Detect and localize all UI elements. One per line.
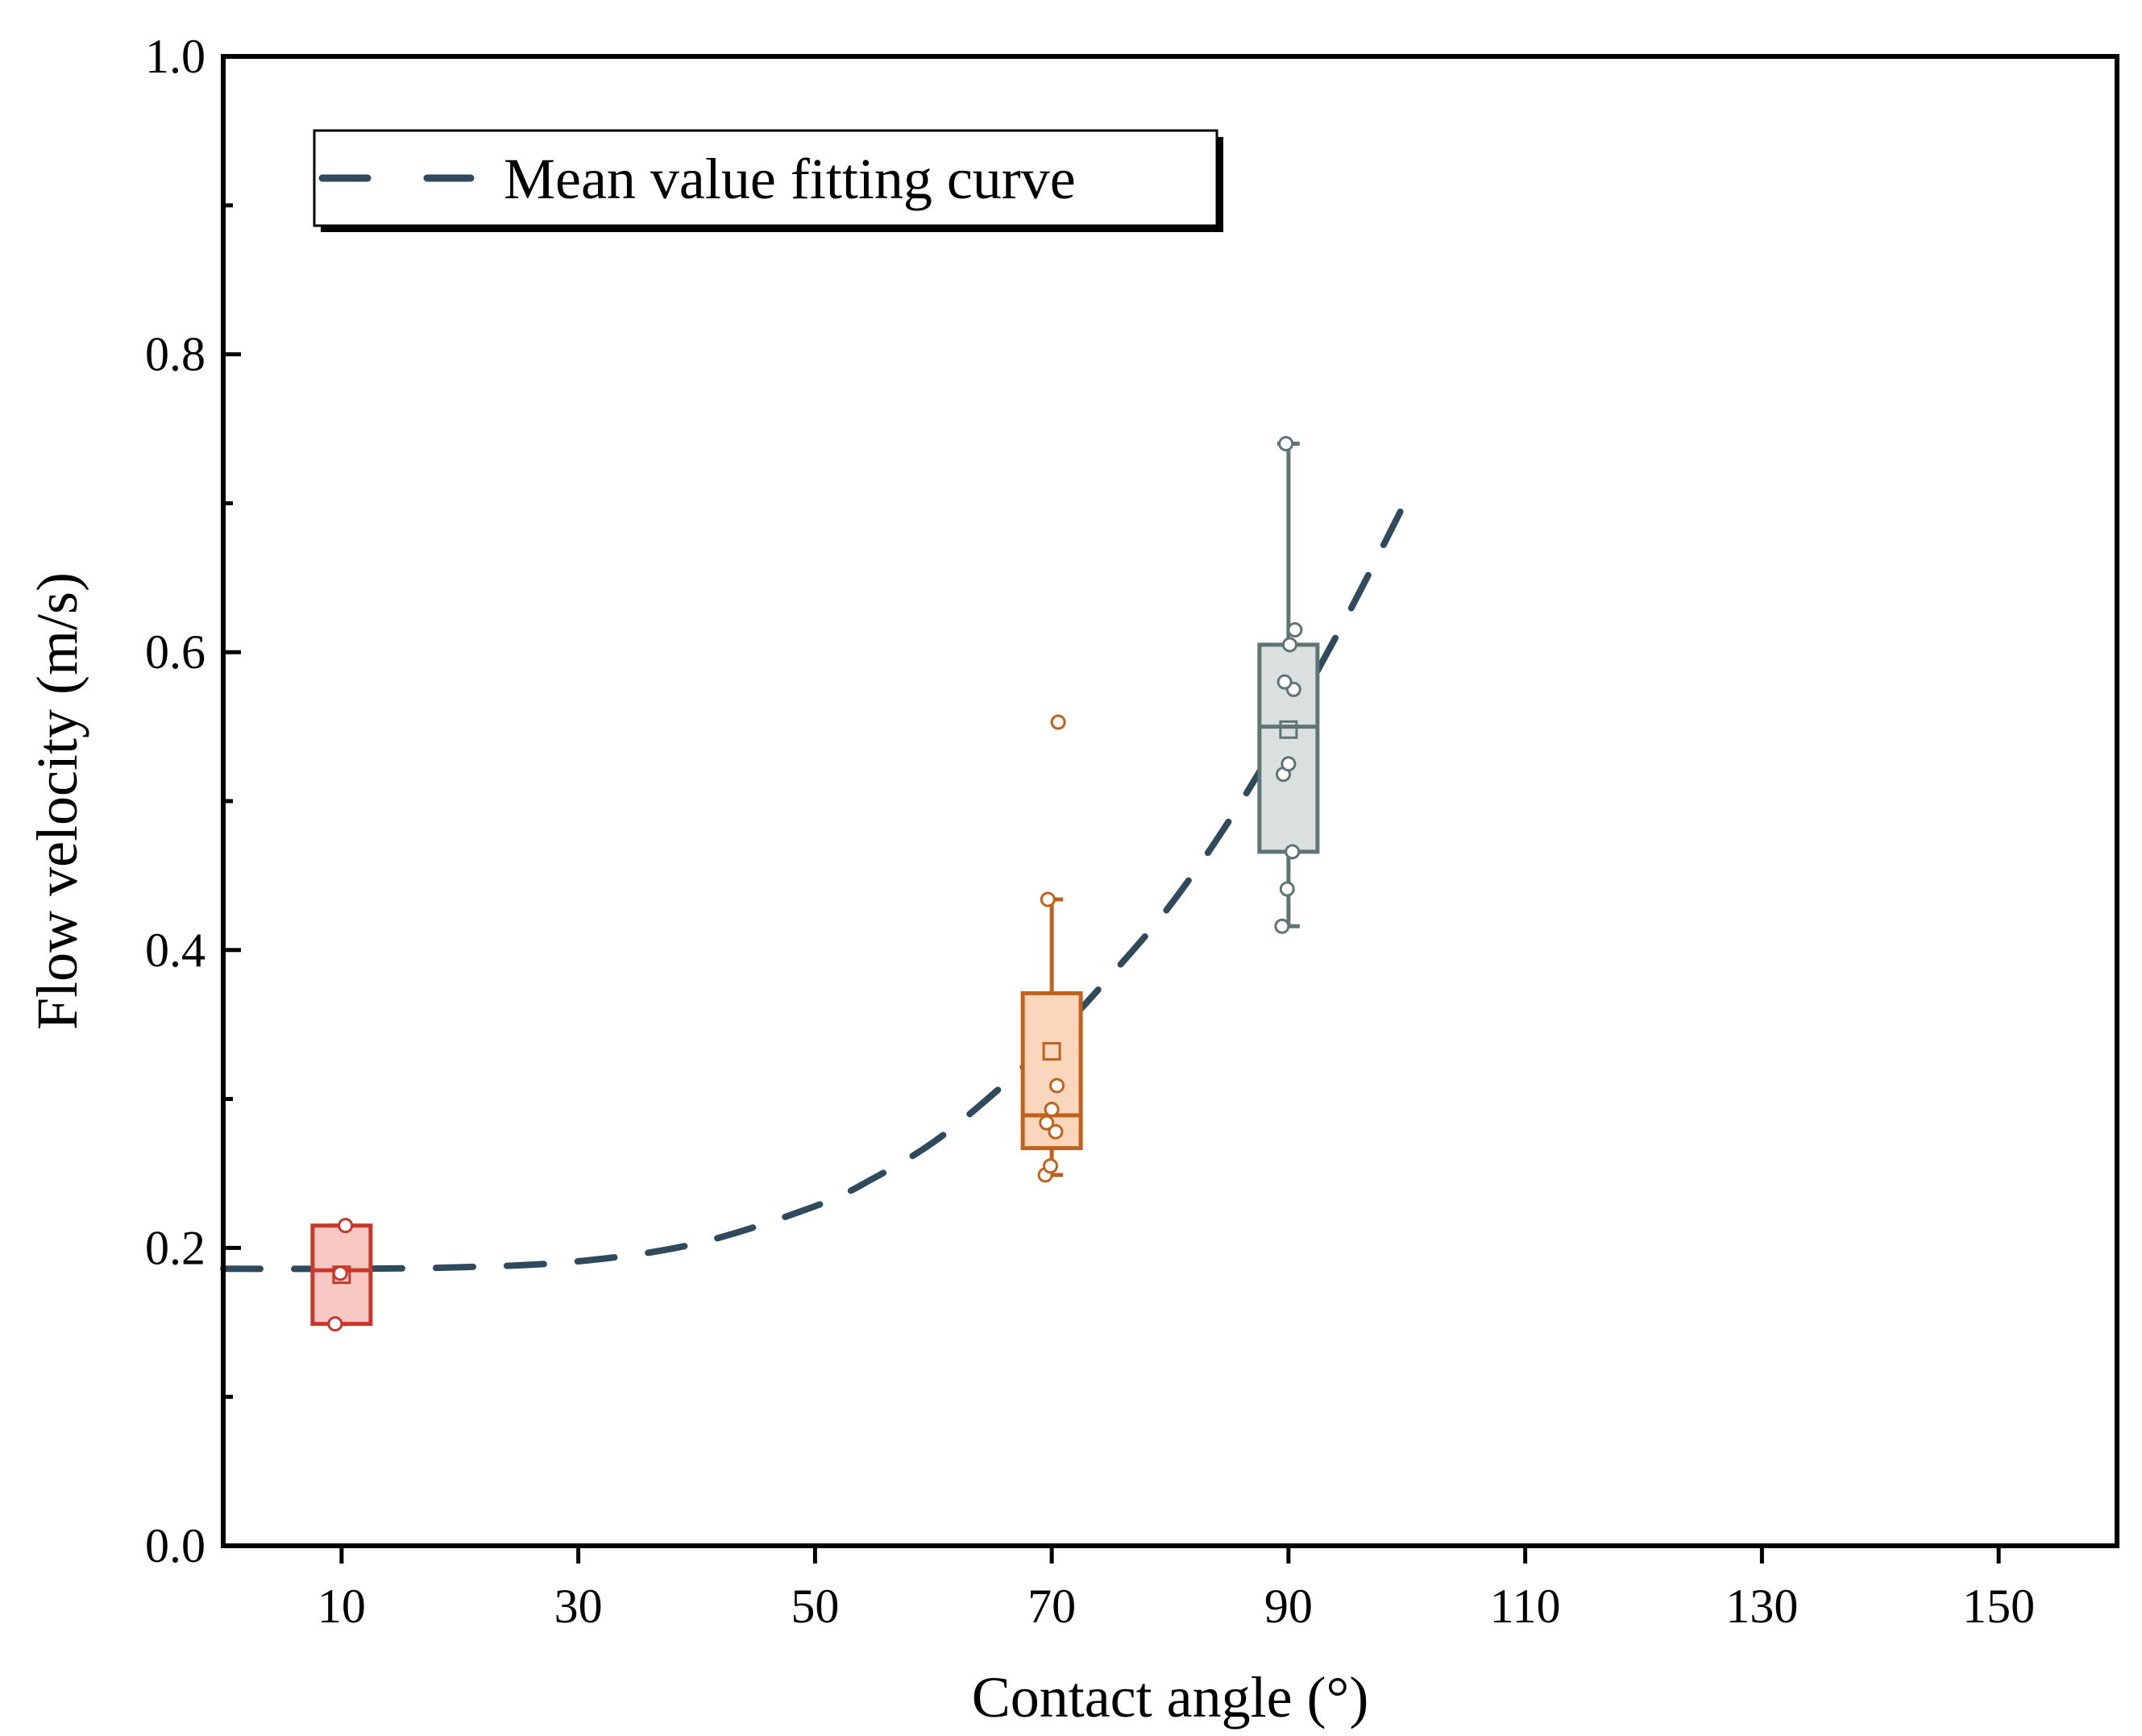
box-group bbox=[310, 1218, 373, 1332]
box-mean-marker bbox=[1042, 1041, 1061, 1061]
data-point bbox=[332, 1265, 348, 1281]
data-point bbox=[1285, 844, 1301, 860]
y-tick-label: 0.4 bbox=[145, 924, 205, 977]
y-tick-label: 0.2 bbox=[145, 1221, 205, 1274]
x-tick-label: 70 bbox=[1027, 1580, 1076, 1633]
x-tick-label: 50 bbox=[791, 1580, 839, 1633]
data-point bbox=[1279, 881, 1295, 897]
data-point bbox=[1274, 918, 1290, 934]
data-point bbox=[1278, 435, 1294, 451]
fit-curve-line bbox=[220, 495, 1410, 1273]
legend: Mean value fitting curve bbox=[313, 129, 1223, 232]
data-point bbox=[1276, 674, 1293, 690]
x-tick-label: 90 bbox=[1264, 1580, 1313, 1633]
data-point bbox=[1039, 1115, 1055, 1131]
data-point bbox=[1287, 621, 1303, 638]
fit-curve-layer bbox=[220, 495, 1410, 1273]
legend-label: Mean value fitting curve bbox=[504, 147, 1076, 211]
x-tick-label: 150 bbox=[1962, 1580, 2035, 1633]
x-axis-title: Contact angle (°) bbox=[972, 1665, 1369, 1730]
data-point bbox=[1043, 1158, 1059, 1174]
y-axis-title: Flow velocity (m/s) bbox=[25, 572, 89, 1030]
x-tick-label: 30 bbox=[554, 1580, 603, 1633]
x-tick-label: 10 bbox=[318, 1580, 366, 1633]
data-point bbox=[1048, 1123, 1064, 1140]
box-plot-layer bbox=[310, 435, 1320, 1332]
axes-layer: 10 30 50 70 90 110 130 150 0.0 0.2 0.4 0.6 0.8 1.0 bbox=[145, 30, 2035, 1633]
x-tick-label: 130 bbox=[1725, 1580, 1798, 1633]
y-tick-label: 0.6 bbox=[145, 625, 205, 679]
data-point bbox=[1281, 756, 1297, 772]
data-point bbox=[1044, 1102, 1060, 1118]
y-tick-label: 1.0 bbox=[145, 30, 205, 83]
box-group bbox=[1020, 714, 1083, 1183]
x-tick-label: 110 bbox=[1490, 1580, 1561, 1633]
data-point bbox=[1281, 637, 1297, 653]
y-tick-label: 0.0 bbox=[145, 1519, 205, 1572]
plot-frame bbox=[221, 54, 2119, 1548]
box-group bbox=[1257, 435, 1320, 934]
box-mean-marker bbox=[1279, 720, 1298, 739]
data-point bbox=[1040, 891, 1056, 907]
y-tick-label: 0.8 bbox=[145, 328, 205, 381]
data-point bbox=[327, 1316, 343, 1332]
outlier-point bbox=[1050, 714, 1066, 730]
data-point bbox=[338, 1218, 354, 1234]
data-point bbox=[1049, 1078, 1065, 1094]
